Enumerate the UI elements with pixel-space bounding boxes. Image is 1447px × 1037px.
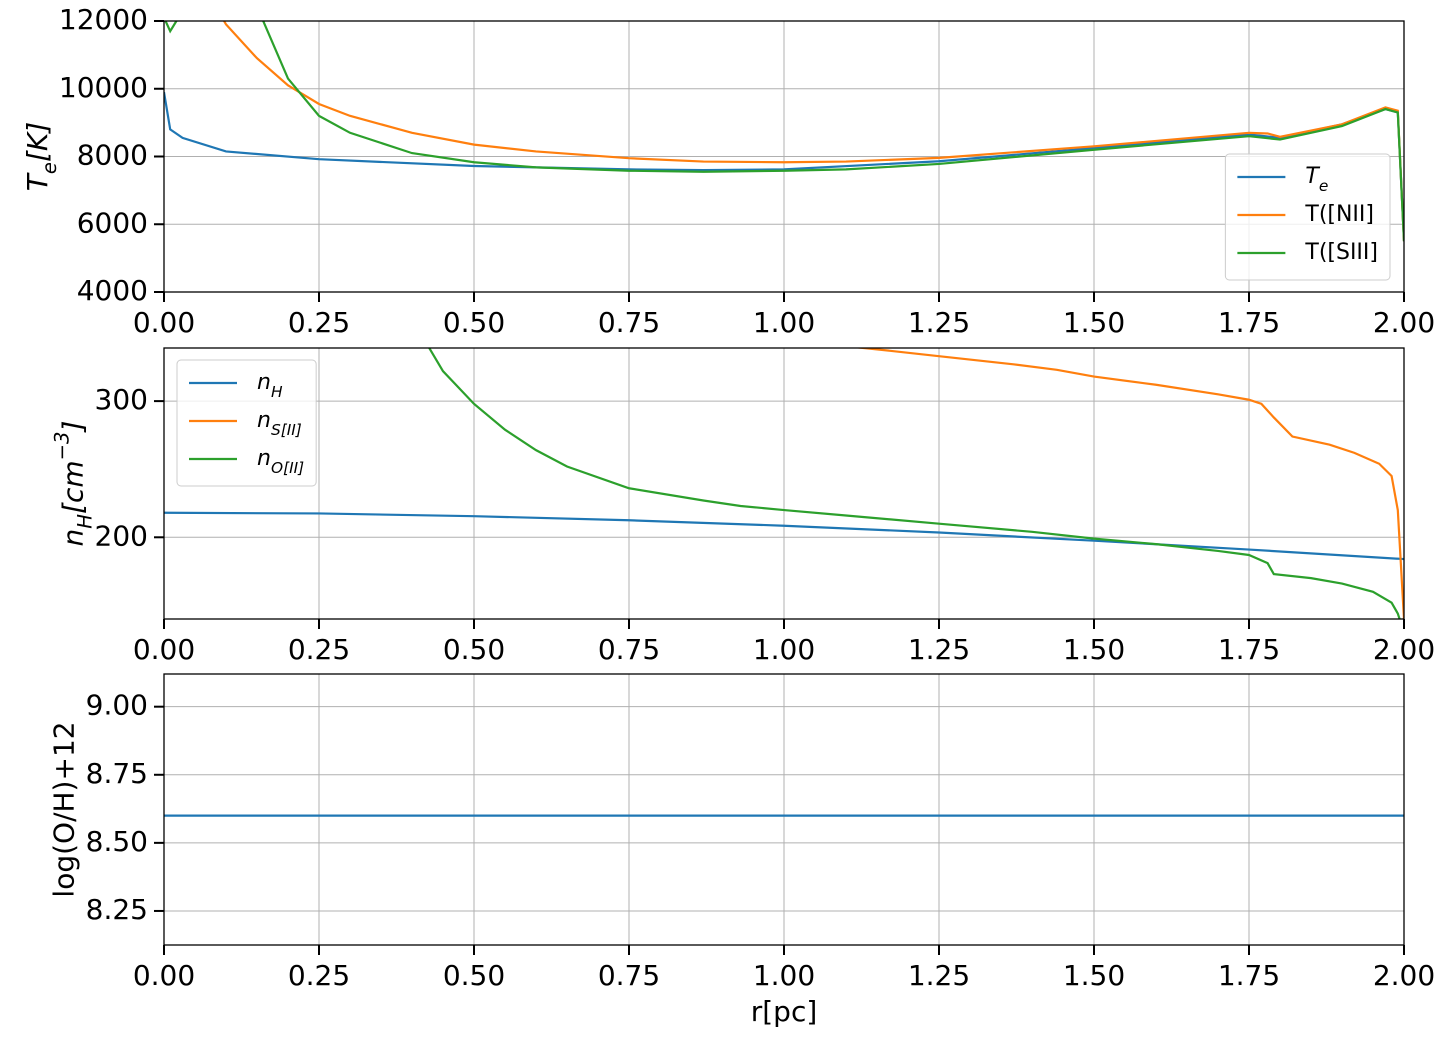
x-tick-label: 1.00 — [753, 306, 815, 339]
data-line — [222, 21, 1404, 242]
x-tick-label: 2.00 — [1373, 959, 1435, 992]
y-tick-label: 6000 — [77, 206, 148, 239]
x-axis-label: r[pc] — [751, 995, 818, 1028]
x-tick-label: 0.25 — [288, 959, 350, 992]
data-line — [164, 21, 1404, 242]
y-tick-label: 8.50 — [86, 825, 148, 858]
x-tick-label: 0.00 — [133, 306, 195, 339]
y-tick-label: 8.25 — [86, 893, 148, 926]
data-line — [852, 348, 1404, 619]
x-tick-label: 1.50 — [1063, 633, 1125, 666]
x-tick-label: 0.50 — [443, 959, 505, 992]
legend-label: T([NII] — [1304, 202, 1374, 227]
y-tick-label: 300 — [95, 383, 148, 416]
y-tick-label: 4000 — [77, 274, 148, 307]
legend-label: nO[II] — [257, 446, 304, 477]
legend: nH nS[II] nO[II] — [176, 359, 317, 487]
legend-box — [1224, 153, 1391, 281]
axes-frame — [163, 20, 1405, 293]
x-tick-label: 0.50 — [443, 633, 505, 666]
x-tick-label: 0.25 — [288, 633, 350, 666]
subplot: 0.00 0.25 0.50 0.75 1.00 1.25 1.50 1.75 2.00 8.25… — [48, 673, 1435, 1028]
axes-frame — [163, 673, 1405, 946]
x-tick-label: 1.75 — [1218, 633, 1280, 666]
y-tick-label: 8000 — [77, 139, 148, 172]
x-tick-label: 0.75 — [598, 306, 660, 339]
x-tick-label: 1.50 — [1063, 306, 1125, 339]
legend: Te T([NII] T([SIII] — [1224, 153, 1391, 281]
y-tick-label: 200 — [95, 519, 148, 552]
x-tick-label: 0.75 — [598, 959, 660, 992]
legend-label: nS[II] — [257, 408, 302, 439]
legend-label: nH — [257, 370, 283, 401]
y-tick-label: 10000 — [59, 71, 148, 104]
x-tick-label: 1.25 — [908, 306, 970, 339]
y-axis-label: Te[K] — [21, 122, 61, 191]
subplot: 0.00 0.25 0.50 0.75 1.00 1.25 1.50 1.75 2.00 200 3… — [51, 347, 1435, 666]
legend-label: Te — [1305, 164, 1328, 195]
legend-label: T([SIII] — [1304, 240, 1378, 265]
y-axis-label: log(O/H)+12 — [48, 721, 81, 897]
axes-frame — [163, 347, 1405, 620]
x-tick-label: 1.25 — [908, 633, 970, 666]
y-tick-label: 12000 — [59, 3, 148, 36]
data-line — [427, 348, 1401, 619]
x-tick-label: 1.50 — [1063, 959, 1125, 992]
x-tick-label: 0.50 — [443, 306, 505, 339]
y-tick-label: 9.00 — [86, 689, 148, 722]
x-tick-label: 1.00 — [753, 633, 815, 666]
y-tick-label: 8.75 — [86, 757, 148, 790]
x-tick-label: 1.75 — [1218, 959, 1280, 992]
x-tick-label: 0.00 — [133, 633, 195, 666]
x-tick-label: 2.00 — [1373, 633, 1435, 666]
x-tick-label: 2.00 — [1373, 306, 1435, 339]
x-tick-label: 1.00 — [753, 959, 815, 992]
x-tick-label: 1.25 — [908, 959, 970, 992]
x-tick-label: 0.00 — [133, 959, 195, 992]
x-tick-label: 0.75 — [598, 633, 660, 666]
subplot: 0.00 0.25 0.50 0.75 1.00 1.25 1.50 1.75 2.00 4000… — [21, 3, 1435, 339]
data-line — [164, 511, 1404, 561]
x-tick-label: 0.25 — [288, 306, 350, 339]
legend-box — [176, 359, 317, 487]
x-tick-label: 1.75 — [1218, 306, 1280, 339]
y-axis-label: nH[cm−3] — [51, 421, 97, 547]
